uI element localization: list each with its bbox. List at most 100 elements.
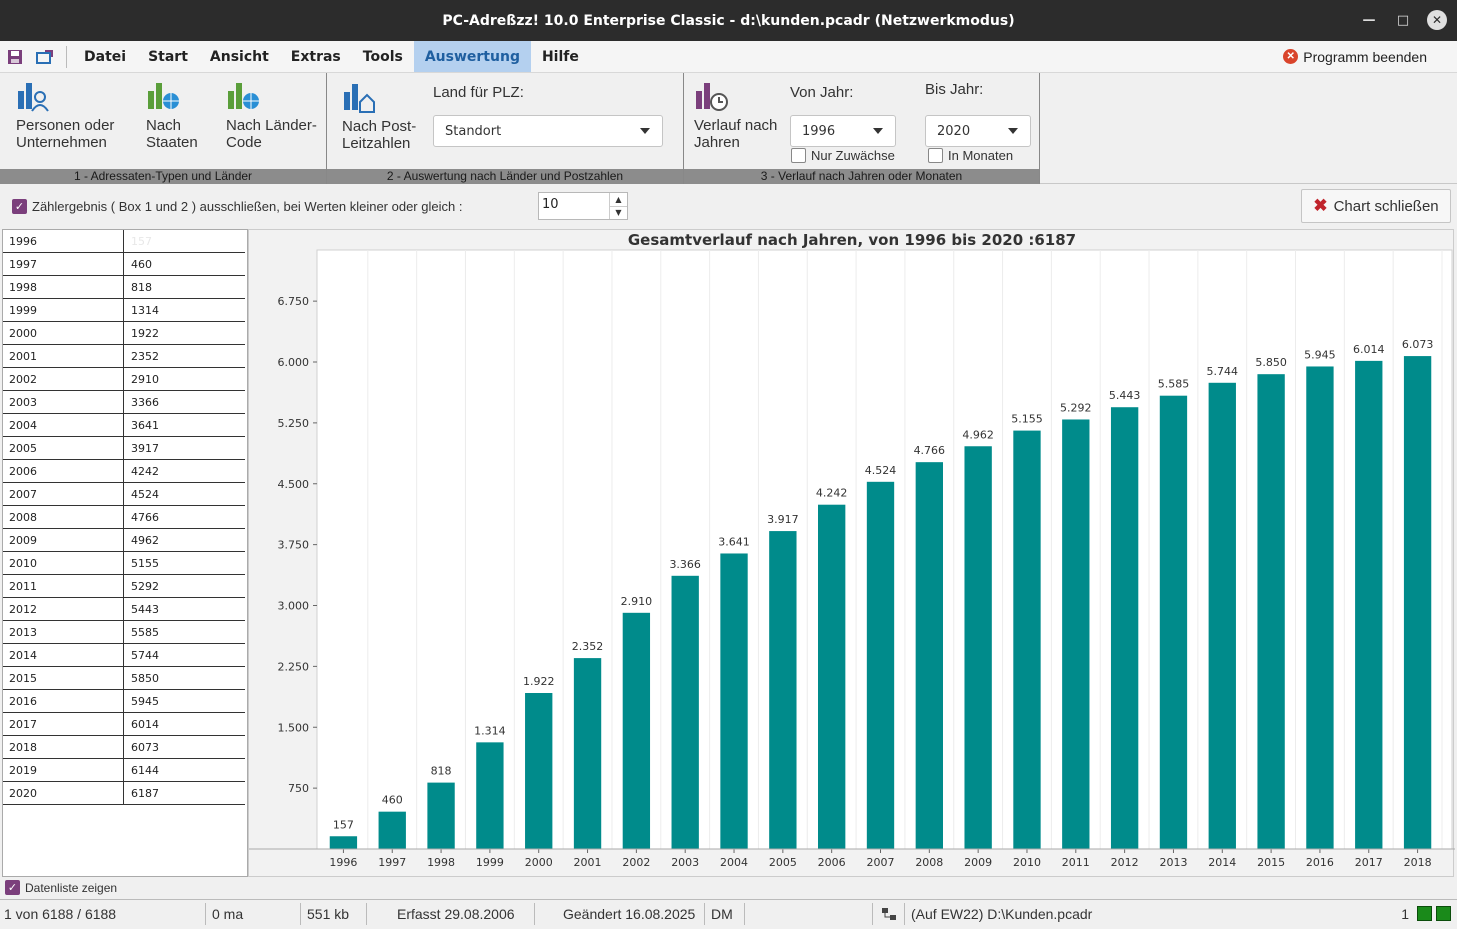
- menu-ansicht[interactable]: Ansicht: [209, 48, 269, 65]
- year-cell: 2004: [3, 414, 124, 436]
- table-row[interactable]: 2019 6144: [3, 759, 245, 782]
- table-row[interactable]: 2002 2910: [3, 368, 245, 391]
- spin-up-icon[interactable]: ▲: [610, 193, 627, 207]
- bar: [720, 553, 748, 849]
- bar: [1159, 395, 1188, 849]
- maximize-button[interactable]: □: [1396, 12, 1410, 28]
- year-cell: 2000: [3, 322, 124, 344]
- close-window-button[interactable]: ✕: [1427, 10, 1447, 30]
- bar-value-label: 4.242: [816, 487, 848, 500]
- bar-value-label: 6.073: [1402, 338, 1434, 351]
- menu-tools[interactable]: Tools: [362, 48, 403, 65]
- close-chart-button[interactable]: ✖ Chart schließen: [1301, 189, 1451, 223]
- bar: [1110, 407, 1139, 849]
- year-cell: 2010: [3, 552, 124, 574]
- table-row[interactable]: 2010 5155: [3, 552, 245, 575]
- table-row[interactable]: 2014 5744: [3, 644, 245, 667]
- table-row[interactable]: 2016 5945: [3, 690, 245, 713]
- persons-or-companies-button[interactable]: Personen oder Unternehmen: [16, 79, 114, 151]
- status-empty: [745, 902, 873, 925]
- x-tick-label: 2003: [671, 856, 699, 869]
- by-states-button[interactable]: Nach Staaten: [146, 79, 198, 151]
- table-row[interactable]: 2003 3366: [3, 391, 245, 414]
- year-cell: 1996: [3, 230, 124, 252]
- table-row[interactable]: 2008 4766: [3, 506, 245, 529]
- status-changed: Geändert 16.08.2025: [535, 902, 705, 925]
- table-row[interactable]: 1996 157: [3, 230, 245, 253]
- table-row[interactable]: 2004 3641: [3, 414, 245, 437]
- year-cell: 2020: [3, 782, 124, 804]
- by-country-code-button[interactable]: Nach Länder- Code: [226, 79, 317, 151]
- table-row[interactable]: 2009 4962: [3, 529, 245, 552]
- count-cell: 460: [131, 258, 152, 271]
- window-title: PC-Adreßzz! 10.0 Enterprise Classic - d:…: [442, 12, 1015, 29]
- table-row[interactable]: 2006 4242: [3, 460, 245, 483]
- table-row[interactable]: 2001 2352: [3, 345, 245, 368]
- threshold-spinner[interactable]: 10 ▲ ▼: [538, 192, 628, 220]
- show-data-list-checkbox[interactable]: ✓ Datenliste zeigen: [5, 880, 117, 895]
- bar: [818, 504, 846, 849]
- table-row[interactable]: 2007 4524: [3, 483, 245, 506]
- bar-value-label: 818: [431, 765, 452, 778]
- bar-value-label: 5.850: [1255, 356, 1287, 369]
- table-row[interactable]: 1997 460: [3, 253, 245, 276]
- menu-auswertung[interactable]: Auswertung: [413, 41, 531, 72]
- ribbon-group-years: Verlauf nach Jahren Von Jahr: 1996 Bis J…: [684, 73, 1040, 184]
- bar: [1208, 382, 1236, 849]
- progress-by-years-button[interactable]: Verlauf nach Jahren: [694, 79, 777, 151]
- table-row[interactable]: 2011 5292: [3, 575, 245, 598]
- x-tick-label: 1997: [378, 856, 406, 869]
- table-row[interactable]: 2018 6073: [3, 736, 245, 759]
- save-icon[interactable]: [0, 41, 30, 72]
- table-row[interactable]: 2012 5443: [3, 598, 245, 621]
- year-cell: 1997: [3, 253, 124, 275]
- to-year-select[interactable]: 2020: [925, 115, 1031, 147]
- x-tick-label: 2004: [720, 856, 748, 869]
- exclude-count-checkbox[interactable]: ✓ Zählergebnis ( Box 1 und 2 ) ausschlie…: [12, 199, 462, 214]
- bar-value-label: 1.922: [523, 675, 555, 688]
- minimize-button[interactable]: —: [1362, 12, 1376, 28]
- table-row[interactable]: 2015 5850: [3, 667, 245, 690]
- globe-chart-icon: [148, 83, 179, 109]
- count-cell: 5155: [131, 557, 159, 570]
- bar: [573, 658, 602, 849]
- only-growth-checkbox[interactable]: Nur Zuwächse: [791, 148, 895, 163]
- count-cell: 5443: [131, 603, 159, 616]
- x-tick-label: 2012: [1111, 856, 1139, 869]
- from-year-select[interactable]: 1996: [790, 115, 896, 147]
- menu-start[interactable]: Start: [148, 48, 188, 65]
- table-row[interactable]: 2017 6014: [3, 713, 245, 736]
- bar-value-label: 5.155: [1011, 413, 1043, 426]
- spin-down-icon[interactable]: ▼: [615, 208, 622, 218]
- status-count: 1: [1401, 905, 1409, 922]
- menu-datei[interactable]: Datei: [84, 48, 127, 65]
- quit-program-button[interactable]: ✕ Programm beenden: [1283, 41, 1427, 72]
- bar-value-label: 460: [382, 794, 403, 807]
- year-cell: 2001: [3, 345, 124, 367]
- table-row[interactable]: 2000 1922: [3, 322, 245, 345]
- in-months-checkbox[interactable]: In Monaten: [928, 148, 1013, 163]
- table-row[interactable]: 1999 1314: [3, 299, 245, 322]
- x-tick-label: 1999: [476, 856, 504, 869]
- menu-extras[interactable]: Extras: [290, 48, 341, 65]
- table-row[interactable]: 2005 3917: [3, 437, 245, 460]
- menu-hilfe[interactable]: Hilfe: [541, 48, 579, 65]
- bar: [671, 575, 699, 849]
- table-row[interactable]: 2020 6187: [3, 782, 245, 805]
- table-row[interactable]: 1998 818: [3, 276, 245, 299]
- x-tick-label: 2011: [1062, 856, 1090, 869]
- bar-value-label: 2.910: [621, 595, 653, 608]
- y-tick-label: 6.000: [278, 356, 310, 369]
- checkmark-icon: ✓: [5, 880, 20, 895]
- year-cell: 2016: [3, 690, 124, 712]
- x-tick-label: 2013: [1159, 856, 1187, 869]
- table-row[interactable]: 2013 5585: [3, 621, 245, 644]
- count-cell: 3366: [131, 396, 159, 409]
- bar: [1013, 430, 1041, 849]
- count-cell: 5744: [131, 649, 159, 662]
- export-icon[interactable]: [30, 41, 60, 72]
- by-postcodes-button[interactable]: Nach Post- Leitzahlen: [342, 80, 416, 152]
- chevron-down-icon: [640, 128, 650, 134]
- y-tick-label: 4.500: [278, 478, 310, 491]
- country-for-postcode-select[interactable]: Standort: [433, 115, 663, 147]
